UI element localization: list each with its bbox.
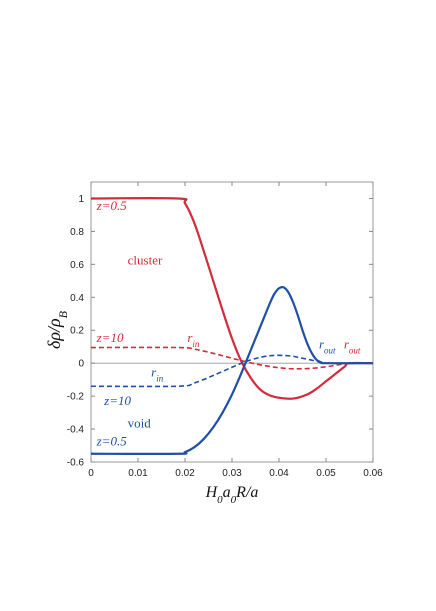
axis-titles: H0a0R/a δρ/ρB (44, 310, 258, 506)
annotation-label: rout (344, 336, 361, 355)
series-line-void-solid (90, 285, 374, 455)
series-line-cluster-dashed (90, 346, 374, 370)
y-tick-label: 0.2 (70, 326, 84, 337)
y-tick-label: 0 (78, 359, 84, 370)
x-tick-label: 0.01 (128, 468, 148, 479)
annotation-label: rin (151, 364, 164, 383)
series-group (90, 197, 374, 455)
y-tick-label: -0.2 (67, 392, 85, 403)
x-tick-label: 0.04 (269, 468, 289, 479)
series-line-void-dashed (90, 354, 374, 388)
annotation-label: z=10 (103, 393, 131, 408)
y-axis-title: δρ/ρB (44, 310, 70, 349)
x-tick-label: 0.02 (175, 468, 195, 479)
annotation-label: rin (187, 330, 200, 349)
x-tick-label: 0.03 (222, 468, 242, 479)
annotation-label: z=0.5 (96, 198, 128, 213)
annotation-label: cluster (128, 252, 163, 267)
y-tick-label: 0.6 (70, 260, 84, 271)
annotation-label: void (128, 415, 152, 430)
x-tick-label: 0 (88, 468, 94, 479)
x-tick-label: 0.05 (316, 468, 336, 479)
annotation-label: z=0.5 (96, 434, 128, 449)
x-axis-title: H0a0R/a (205, 484, 259, 506)
ticks: 0 0.01 0.02 0.03 0.04 0.05 0.06 -0.6 -0.4 -0.2 0 0.… (67, 182, 383, 479)
y-tick-label: 0.8 (70, 227, 84, 238)
annotation-label: rout (319, 336, 336, 355)
y-tick-label: 1 (78, 194, 84, 205)
series-line-cluster-solid (90, 197, 374, 400)
annotation-label: z=10 (96, 330, 124, 345)
y-tick-label: -0.4 (67, 425, 85, 436)
x-tick-label: 0.06 (363, 468, 383, 479)
y-tick-label: 0.4 (70, 293, 84, 304)
y-tick-label: -0.6 (67, 458, 85, 469)
